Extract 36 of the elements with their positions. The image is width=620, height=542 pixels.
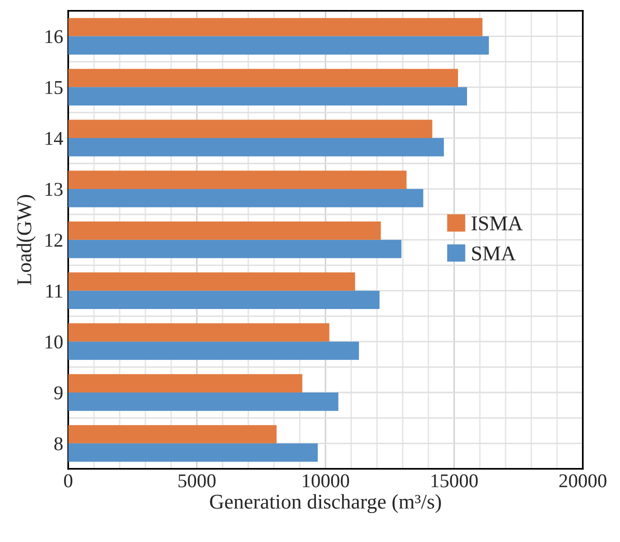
y-tick-label: 15	[46, 81, 63, 94]
y-tick-label: 13	[46, 182, 63, 196]
bar	[68, 425, 277, 444]
y-tick-label: 9	[54, 386, 63, 400]
bar	[68, 342, 359, 360]
x-tick-label: 10000	[302, 474, 350, 488]
legend-label: SMA	[472, 246, 516, 260]
bar	[68, 272, 356, 291]
bar	[68, 68, 458, 88]
x-tick-label: 5000	[178, 474, 216, 488]
bar	[68, 188, 424, 208]
x-axis-title: Generation discharge (m³/s)	[210, 494, 441, 514]
bar	[68, 170, 407, 189]
legend-label: ISMA	[472, 216, 523, 230]
y-tick-label: 12	[46, 234, 62, 247]
x-tick-label: 20000	[559, 474, 606, 488]
bar	[68, 392, 338, 411]
x-tick-label: 0	[64, 474, 72, 488]
y-tick-label: 10	[46, 335, 63, 349]
bar	[68, 222, 381, 240]
bar	[68, 323, 330, 342]
bar	[68, 374, 302, 392]
y-tick-label: 14	[46, 132, 64, 145]
bar	[68, 87, 468, 106]
y-tick-label: 11	[46, 284, 62, 298]
bar	[68, 120, 432, 138]
bar	[68, 240, 402, 258]
bar	[68, 443, 318, 462]
y-tick-label: 8	[54, 437, 63, 450]
bar	[68, 18, 482, 36]
y-tick-label: 16	[46, 30, 63, 44]
bar	[68, 290, 380, 310]
bar	[68, 138, 444, 156]
bar	[68, 36, 489, 55]
y-axis-title: Load(GW)	[16, 195, 36, 285]
x-tick-label: 15000	[432, 474, 478, 488]
